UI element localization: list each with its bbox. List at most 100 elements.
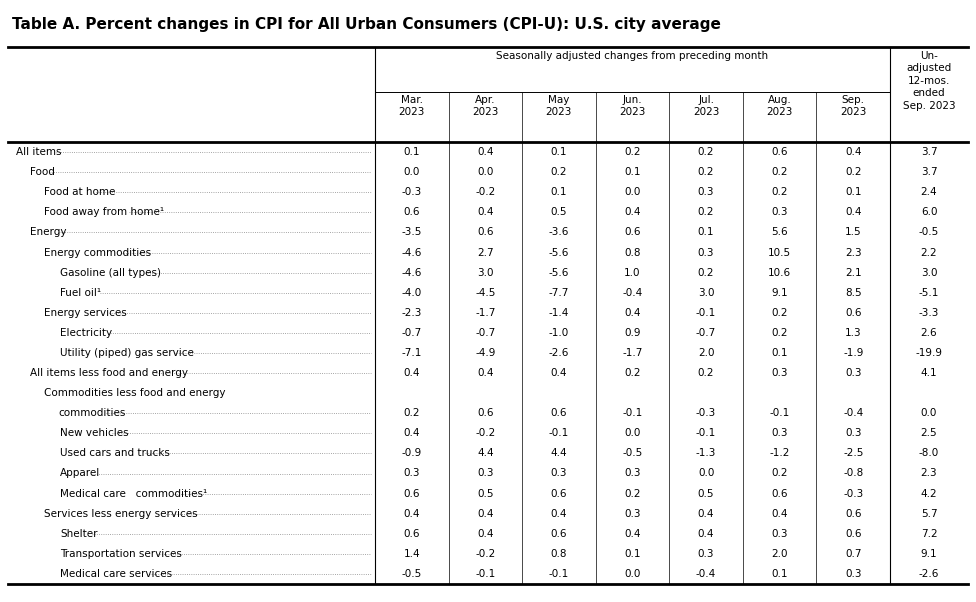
Text: -0.8: -0.8 xyxy=(843,468,864,479)
Text: Used cars and trucks: Used cars and trucks xyxy=(60,448,170,458)
Text: 0.6: 0.6 xyxy=(845,308,862,318)
Text: -0.7: -0.7 xyxy=(696,328,716,338)
Text: 0.6: 0.6 xyxy=(403,489,420,498)
Text: 2.5: 2.5 xyxy=(920,428,937,438)
Text: 0.6: 0.6 xyxy=(845,509,862,519)
Text: 0.4: 0.4 xyxy=(771,509,788,519)
Text: Aug.
2023: Aug. 2023 xyxy=(766,95,793,117)
Text: -1.0: -1.0 xyxy=(549,328,569,338)
Text: 0.1: 0.1 xyxy=(403,147,420,157)
Text: -0.3: -0.3 xyxy=(843,489,864,498)
Text: 0.6: 0.6 xyxy=(477,408,494,418)
Text: -4.0: -4.0 xyxy=(402,288,422,297)
Text: 0.0: 0.0 xyxy=(625,187,640,197)
Text: Apparel: Apparel xyxy=(60,468,101,479)
Text: -1.2: -1.2 xyxy=(769,448,790,458)
Text: 0.0: 0.0 xyxy=(920,408,937,418)
Text: Shelter: Shelter xyxy=(60,529,98,539)
Text: -0.1: -0.1 xyxy=(475,569,496,579)
Text: 3.0: 3.0 xyxy=(477,268,494,278)
Text: 10.6: 10.6 xyxy=(768,268,792,278)
Text: 4.4: 4.4 xyxy=(477,448,494,458)
Text: 9.1: 9.1 xyxy=(771,288,788,297)
Text: Table A. Percent changes in CPI for All Urban Consumers (CPI-U): U.S. city avera: Table A. Percent changes in CPI for All … xyxy=(12,17,721,32)
Text: 2.1: 2.1 xyxy=(845,268,862,278)
Text: 0.2: 0.2 xyxy=(698,167,714,177)
Text: -2.5: -2.5 xyxy=(843,448,864,458)
Text: 0.0: 0.0 xyxy=(625,428,640,438)
Text: -0.9: -0.9 xyxy=(402,448,422,458)
Text: 0.6: 0.6 xyxy=(771,147,788,157)
Text: -0.2: -0.2 xyxy=(475,428,496,438)
Text: -4.6: -4.6 xyxy=(401,268,422,278)
Text: 0.2: 0.2 xyxy=(625,147,641,157)
Text: -7.1: -7.1 xyxy=(401,348,422,358)
Text: Food away from home¹: Food away from home¹ xyxy=(44,207,164,217)
Text: 0.4: 0.4 xyxy=(625,529,641,539)
Text: 0.2: 0.2 xyxy=(845,167,862,177)
Text: 0.4: 0.4 xyxy=(477,509,494,519)
Text: 0.3: 0.3 xyxy=(845,569,862,579)
Text: 2.7: 2.7 xyxy=(477,247,494,258)
Text: -0.7: -0.7 xyxy=(402,328,422,338)
Text: 0.3: 0.3 xyxy=(625,468,641,479)
Text: 5.6: 5.6 xyxy=(771,228,788,237)
Text: 0.4: 0.4 xyxy=(477,147,494,157)
Text: 0.6: 0.6 xyxy=(477,228,494,237)
Text: New vehicles: New vehicles xyxy=(60,428,129,438)
Text: Energy: Energy xyxy=(30,228,66,237)
Text: Energy commodities: Energy commodities xyxy=(44,247,151,258)
Text: 0.3: 0.3 xyxy=(477,468,494,479)
Text: 2.0: 2.0 xyxy=(771,549,788,559)
Text: 10.5: 10.5 xyxy=(768,247,792,258)
Text: 0.4: 0.4 xyxy=(477,207,494,217)
Text: Food at home: Food at home xyxy=(44,187,115,197)
Text: 1.5: 1.5 xyxy=(845,228,862,237)
Text: 4.1: 4.1 xyxy=(920,368,937,378)
Text: 0.3: 0.3 xyxy=(698,187,714,197)
Text: 0.4: 0.4 xyxy=(698,509,714,519)
Text: 0.3: 0.3 xyxy=(698,549,714,559)
Text: Electricity: Electricity xyxy=(60,328,112,338)
Text: -4.9: -4.9 xyxy=(475,348,496,358)
Text: -19.9: -19.9 xyxy=(915,348,943,358)
Text: 0.6: 0.6 xyxy=(550,489,567,498)
Text: 2.3: 2.3 xyxy=(920,468,937,479)
Text: 0.1: 0.1 xyxy=(771,569,788,579)
Text: -0.5: -0.5 xyxy=(918,228,939,237)
Text: 0.5: 0.5 xyxy=(698,489,714,498)
Text: -0.4: -0.4 xyxy=(696,569,716,579)
Text: 0.1: 0.1 xyxy=(698,228,714,237)
Text: -0.2: -0.2 xyxy=(475,549,496,559)
Text: 0.2: 0.2 xyxy=(771,328,788,338)
Text: 0.2: 0.2 xyxy=(698,207,714,217)
Text: 0.1: 0.1 xyxy=(625,549,641,559)
Text: -4.5: -4.5 xyxy=(475,288,496,297)
Text: 0.4: 0.4 xyxy=(403,509,420,519)
Text: 0.3: 0.3 xyxy=(403,468,420,479)
Text: 0.8: 0.8 xyxy=(550,549,567,559)
Text: 0.0: 0.0 xyxy=(477,167,494,177)
Text: 7.2: 7.2 xyxy=(920,529,937,539)
Text: -0.1: -0.1 xyxy=(769,408,790,418)
Text: -3.5: -3.5 xyxy=(401,228,422,237)
Text: 0.4: 0.4 xyxy=(550,509,567,519)
Text: 2.6: 2.6 xyxy=(920,328,937,338)
Text: 0.2: 0.2 xyxy=(771,187,788,197)
Text: 0.3: 0.3 xyxy=(771,428,788,438)
Text: -0.1: -0.1 xyxy=(549,569,569,579)
Text: 0.3: 0.3 xyxy=(845,428,862,438)
Text: 0.2: 0.2 xyxy=(698,147,714,157)
Text: -1.4: -1.4 xyxy=(549,308,569,318)
Text: Seasonally adjusted changes from preceding month: Seasonally adjusted changes from precedi… xyxy=(497,51,768,61)
Text: 0.3: 0.3 xyxy=(845,368,862,378)
Text: Services less energy services: Services less energy services xyxy=(44,509,197,519)
Text: 3.7: 3.7 xyxy=(920,167,937,177)
Text: -0.1: -0.1 xyxy=(696,428,716,438)
Text: -0.5: -0.5 xyxy=(623,448,642,458)
Text: -1.7: -1.7 xyxy=(475,308,496,318)
Text: 0.4: 0.4 xyxy=(698,529,714,539)
Text: Fuel oil¹: Fuel oil¹ xyxy=(60,288,102,297)
Text: -0.5: -0.5 xyxy=(402,569,422,579)
Text: 4.2: 4.2 xyxy=(920,489,937,498)
